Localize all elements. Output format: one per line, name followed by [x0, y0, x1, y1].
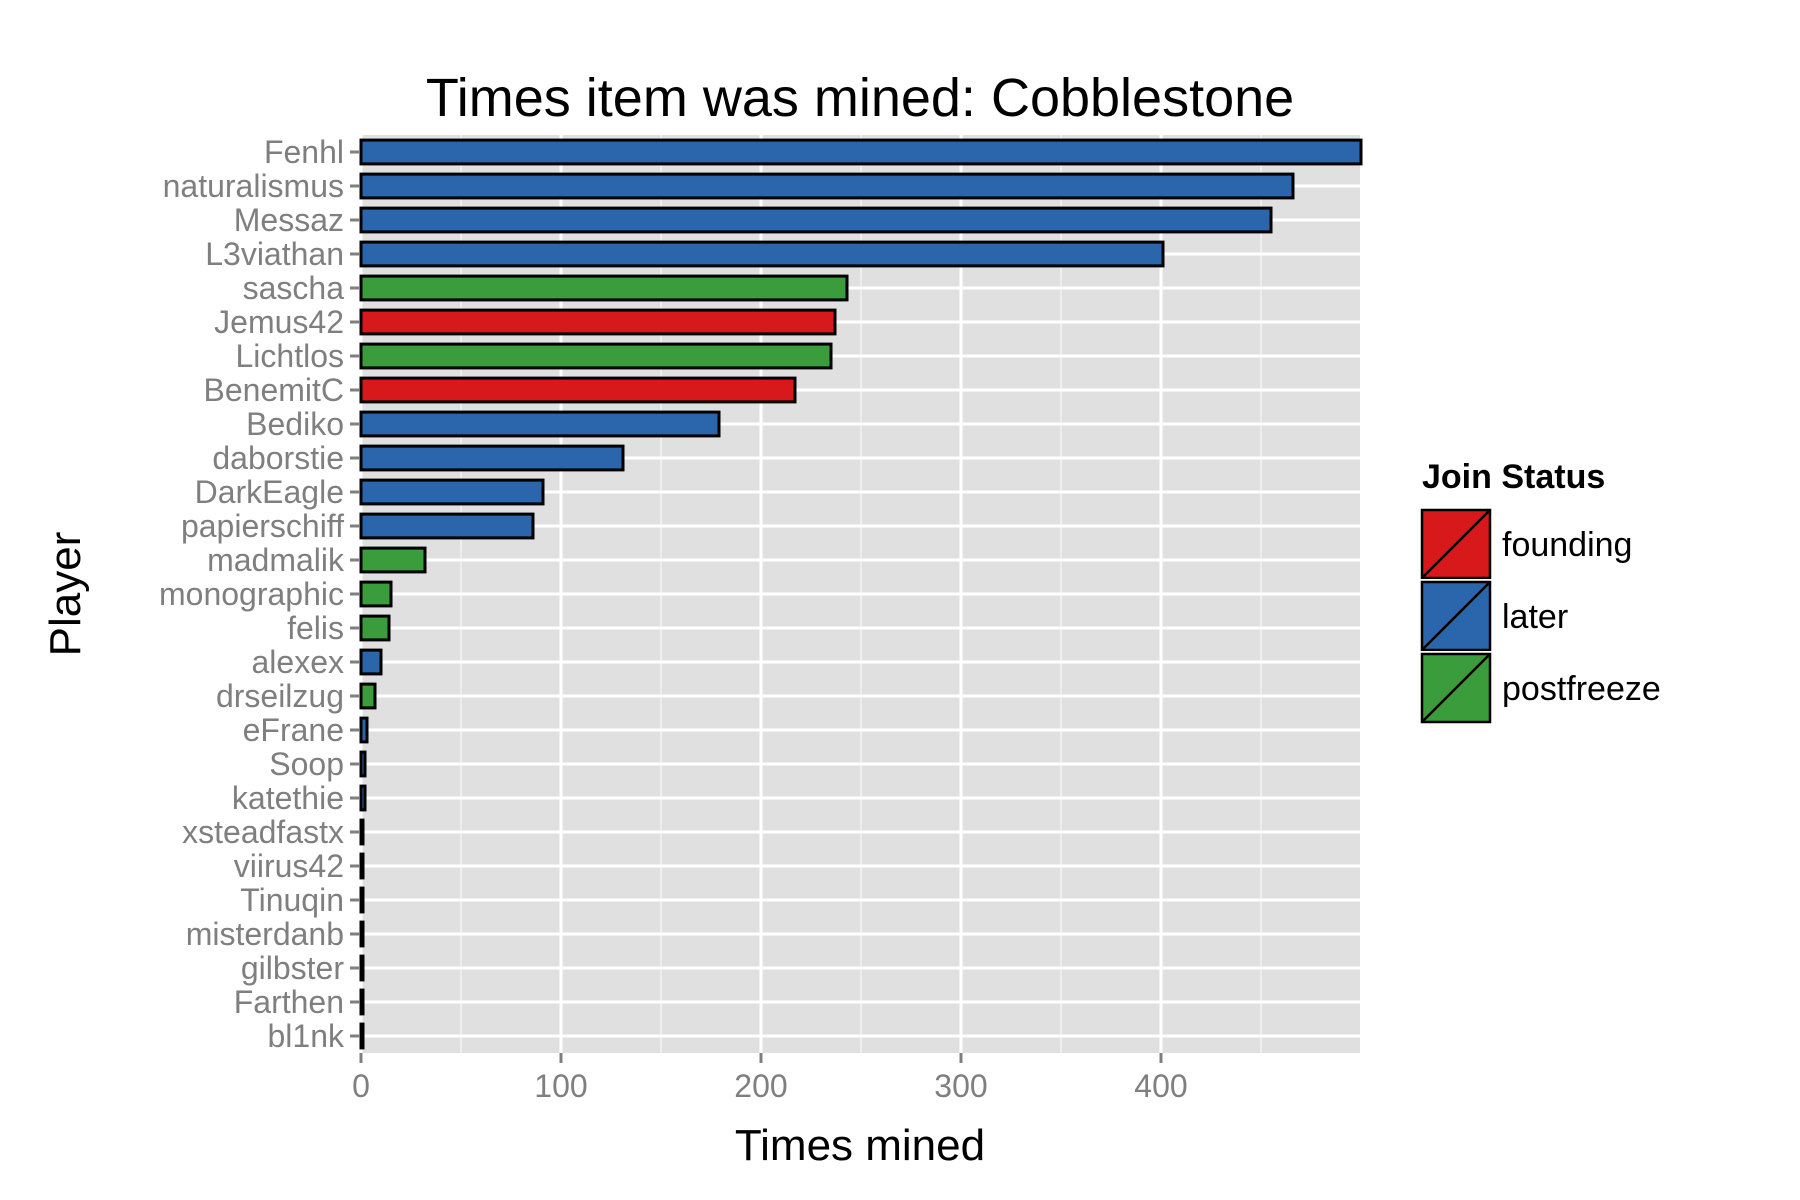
bar-Fenhl [359, 138, 1363, 166]
y-tick-label: bl1nk [268, 1018, 346, 1054]
legend-label: postfreeze [1502, 670, 1661, 708]
bars [359, 138, 1363, 1050]
bar-papierschiff [359, 512, 535, 540]
y-tick-label: eFrane [243, 712, 344, 748]
y-tick-label: felis [287, 610, 344, 646]
bar-Soop [359, 750, 367, 778]
y-tick-label: BenemitC [204, 372, 345, 408]
legend-label: later [1502, 598, 1568, 636]
y-tick-label: Soop [269, 746, 344, 782]
y-tick-label: DarkEagle [195, 474, 344, 510]
bar-daborstie [359, 444, 625, 472]
bar-DarkEagle [359, 478, 545, 506]
legend: Join Status founding later postfreeze [1419, 458, 1661, 725]
y-tick-label: madmalik [207, 542, 345, 578]
bar-katethie [359, 784, 367, 812]
bar-Tinuqin [359, 886, 365, 914]
bar-BenemitC [359, 376, 797, 404]
bar-monographic [359, 580, 393, 608]
y-tick-label: alexex [252, 644, 345, 680]
y-tick-label: gilbster [241, 950, 345, 986]
chart-title: Times item was mined: Cobblestone [426, 68, 1294, 128]
legend-items: founding later postfreeze [1419, 507, 1661, 725]
bar-xsteadfastx [359, 818, 365, 846]
y-tick-label: drseilzug [216, 678, 344, 714]
y-tick-label: L3viathan [205, 236, 344, 272]
legend-title: Join Status [1422, 458, 1605, 496]
y-axis: FenhlnaturalismusMessazL3viathansaschaJe… [159, 134, 360, 1054]
bar-madmalik [359, 546, 427, 574]
y-axis-title: Player [41, 532, 90, 657]
y-tick-label: misterdanb [186, 916, 344, 952]
bar-alexex [359, 648, 383, 676]
bar-felis [359, 614, 391, 642]
x-tick-label: 300 [934, 1068, 987, 1104]
bar-bl1nk [359, 1022, 365, 1050]
bar-viirus42 [359, 852, 365, 880]
x-axis: 0 100 200 300 400 [352, 1053, 1188, 1104]
legend-label: founding [1502, 526, 1632, 564]
bar-gilbster [359, 954, 365, 982]
bar-Messaz [359, 206, 1273, 234]
bar-Jemus42 [359, 308, 837, 336]
y-tick-label: Fenhl [264, 134, 344, 170]
y-tick-label: daborstie [212, 440, 344, 476]
y-tick-label: Tinuqin [240, 882, 344, 918]
bar-misterdanb [359, 920, 365, 948]
y-tick-label: xsteadfastx [182, 814, 344, 850]
x-tick-label: 100 [534, 1068, 587, 1104]
y-tick-label: papierschiff [181, 508, 344, 544]
bar-drseilzug [359, 682, 377, 710]
legend-item-later: later [1419, 579, 1568, 653]
y-tick-label: Messaz [234, 202, 344, 238]
x-axis-title: Times mined [735, 1121, 985, 1170]
y-tick-label: sascha [243, 270, 345, 306]
bar-Bediko [359, 410, 721, 438]
bar-Farthen [359, 988, 365, 1016]
bar-L3viathan [359, 240, 1165, 268]
legend-swatch-slash [1421, 581, 1491, 651]
x-tick-label: 400 [1134, 1068, 1187, 1104]
legend-item-postfreeze: postfreeze [1419, 651, 1661, 725]
y-tick-label: monographic [159, 576, 344, 612]
bar-naturalismus [359, 172, 1295, 200]
y-tick-label: katethie [232, 780, 344, 816]
y-tick-label: Bediko [246, 406, 344, 442]
legend-swatch-slash [1421, 509, 1491, 579]
y-tick-label: Jemus42 [214, 304, 344, 340]
bar-eFrane [359, 716, 369, 744]
y-tick-label: Lichtlos [236, 338, 345, 374]
bar-Lichtlos [359, 342, 833, 370]
y-tick-label: naturalismus [163, 168, 344, 204]
y-tick-label: viirus42 [234, 848, 344, 884]
legend-item-founding: founding [1419, 507, 1632, 581]
legend-swatch-slash [1421, 653, 1491, 723]
x-tick-label: 0 [352, 1068, 370, 1104]
x-tick-label: 200 [734, 1068, 787, 1104]
y-tick-label: Farthen [234, 984, 344, 1020]
bar-sascha [359, 274, 849, 302]
